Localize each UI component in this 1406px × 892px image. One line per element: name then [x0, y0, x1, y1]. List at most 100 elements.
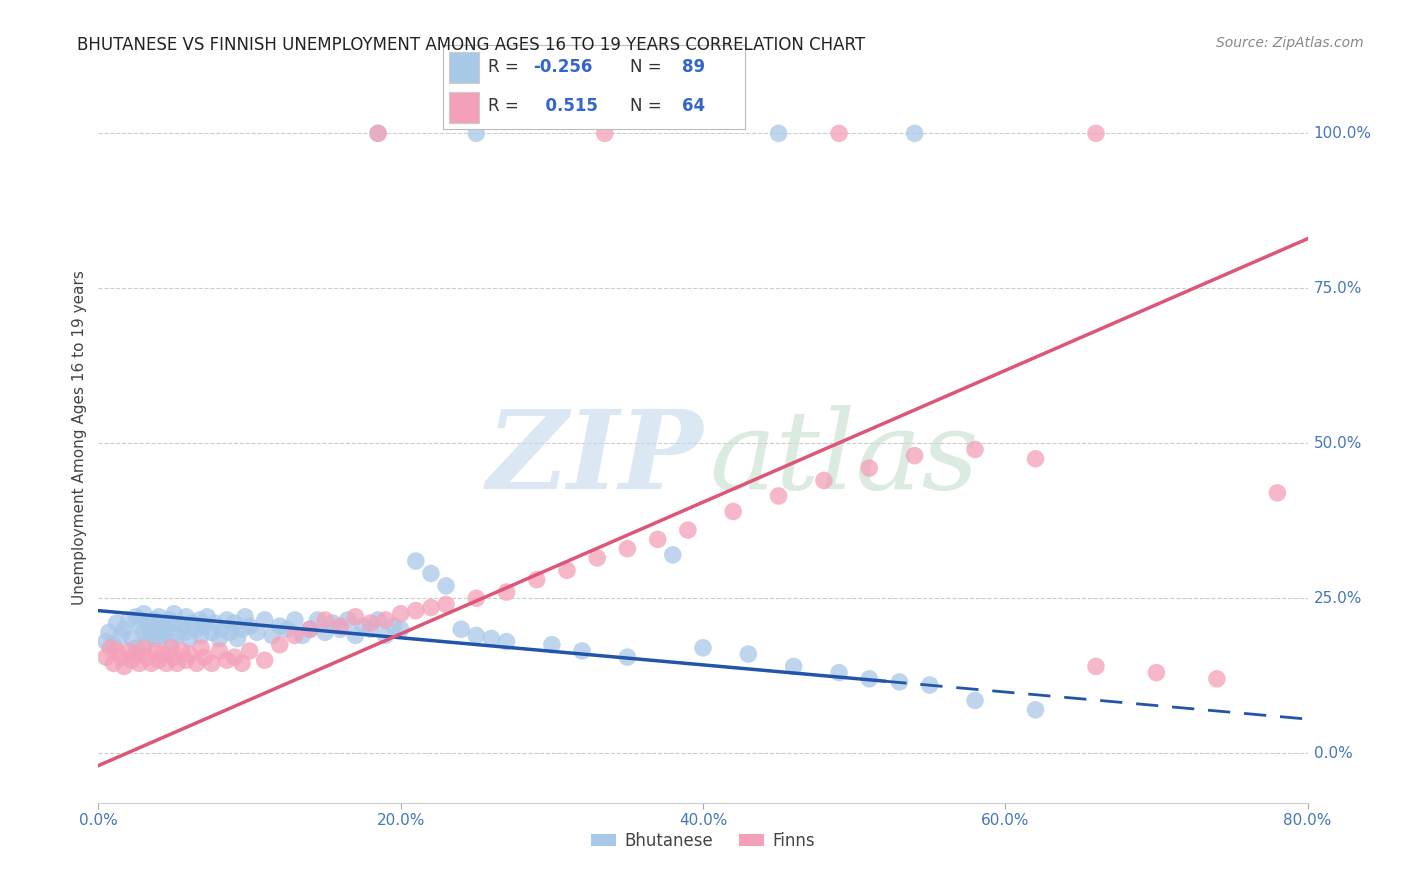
Point	[121, 632, 143, 646]
Point	[188, 613, 211, 627]
Text: 0.0%: 0.0%	[1313, 746, 1353, 761]
Point	[723, 504, 745, 518]
Point	[148, 653, 170, 667]
Point	[360, 622, 382, 636]
Point	[1024, 703, 1046, 717]
Point	[344, 610, 367, 624]
Point	[174, 653, 197, 667]
Point	[160, 634, 183, 648]
Point	[179, 647, 201, 661]
Point	[465, 126, 488, 140]
Point	[145, 644, 167, 658]
Point	[186, 622, 208, 636]
Point	[145, 632, 167, 646]
Point	[163, 650, 186, 665]
Bar	[449, 53, 479, 83]
Point	[163, 607, 186, 621]
Point	[904, 449, 927, 463]
Point	[208, 644, 231, 658]
Point	[768, 126, 790, 140]
Point	[231, 657, 253, 671]
Text: R =: R =	[488, 59, 524, 77]
Point	[193, 650, 215, 665]
Point	[150, 647, 173, 661]
Point	[94, 650, 117, 665]
Point	[215, 613, 238, 627]
Point	[190, 640, 212, 655]
Point	[125, 640, 148, 655]
Point	[965, 442, 987, 457]
Text: N =: N =	[630, 97, 668, 115]
Text: N =: N =	[630, 59, 668, 77]
Point	[352, 619, 374, 633]
Point	[1085, 659, 1108, 673]
Point	[828, 126, 851, 140]
Point	[555, 563, 578, 577]
Point	[132, 640, 155, 655]
Point	[110, 628, 132, 642]
Point	[616, 650, 638, 665]
Point	[105, 644, 128, 658]
Point	[226, 632, 249, 646]
Point	[118, 613, 141, 627]
Text: ZIP: ZIP	[486, 405, 703, 513]
Point	[132, 625, 155, 640]
Point	[125, 647, 148, 661]
Point	[233, 610, 256, 624]
Point	[367, 126, 389, 140]
Point	[571, 644, 593, 658]
Point	[1267, 486, 1289, 500]
Point	[159, 613, 181, 627]
Point	[828, 665, 851, 680]
Point	[1206, 672, 1229, 686]
Point	[174, 610, 197, 624]
Point	[132, 607, 155, 621]
Point	[195, 610, 218, 624]
Legend: Bhutanese, Finns: Bhutanese, Finns	[585, 825, 821, 856]
Point	[179, 632, 201, 646]
Point	[166, 657, 188, 671]
Point	[420, 566, 443, 581]
Point	[918, 678, 941, 692]
Point	[284, 628, 307, 642]
Point	[105, 615, 128, 630]
Point	[465, 628, 488, 642]
Point	[434, 598, 457, 612]
Point	[193, 619, 215, 633]
Point	[858, 672, 880, 686]
Bar	[449, 92, 479, 122]
Point	[231, 622, 253, 636]
Text: 89: 89	[682, 59, 704, 77]
Point	[276, 622, 298, 636]
Point	[98, 625, 121, 640]
Text: 50.0%: 50.0%	[1313, 436, 1362, 450]
Point	[155, 657, 177, 671]
Point	[329, 619, 352, 633]
Point	[360, 615, 382, 630]
Point	[336, 613, 359, 627]
Point	[284, 613, 307, 627]
Point	[135, 634, 157, 648]
Point	[813, 474, 835, 488]
Text: 75.0%: 75.0%	[1313, 281, 1362, 296]
Point	[112, 659, 135, 673]
Point	[204, 615, 226, 630]
Point	[676, 523, 699, 537]
Point	[540, 638, 562, 652]
Point	[737, 647, 759, 661]
Point	[858, 461, 880, 475]
Point	[110, 650, 132, 665]
Point	[616, 541, 638, 556]
Point	[170, 619, 193, 633]
Text: atlas: atlas	[709, 405, 979, 513]
Point	[125, 610, 148, 624]
Point	[239, 619, 262, 633]
Point	[155, 625, 177, 640]
Point	[434, 579, 457, 593]
Point	[965, 693, 987, 707]
Point	[166, 628, 188, 642]
Point	[224, 615, 246, 630]
Point	[246, 625, 269, 640]
Point	[103, 657, 125, 671]
Point	[291, 628, 314, 642]
